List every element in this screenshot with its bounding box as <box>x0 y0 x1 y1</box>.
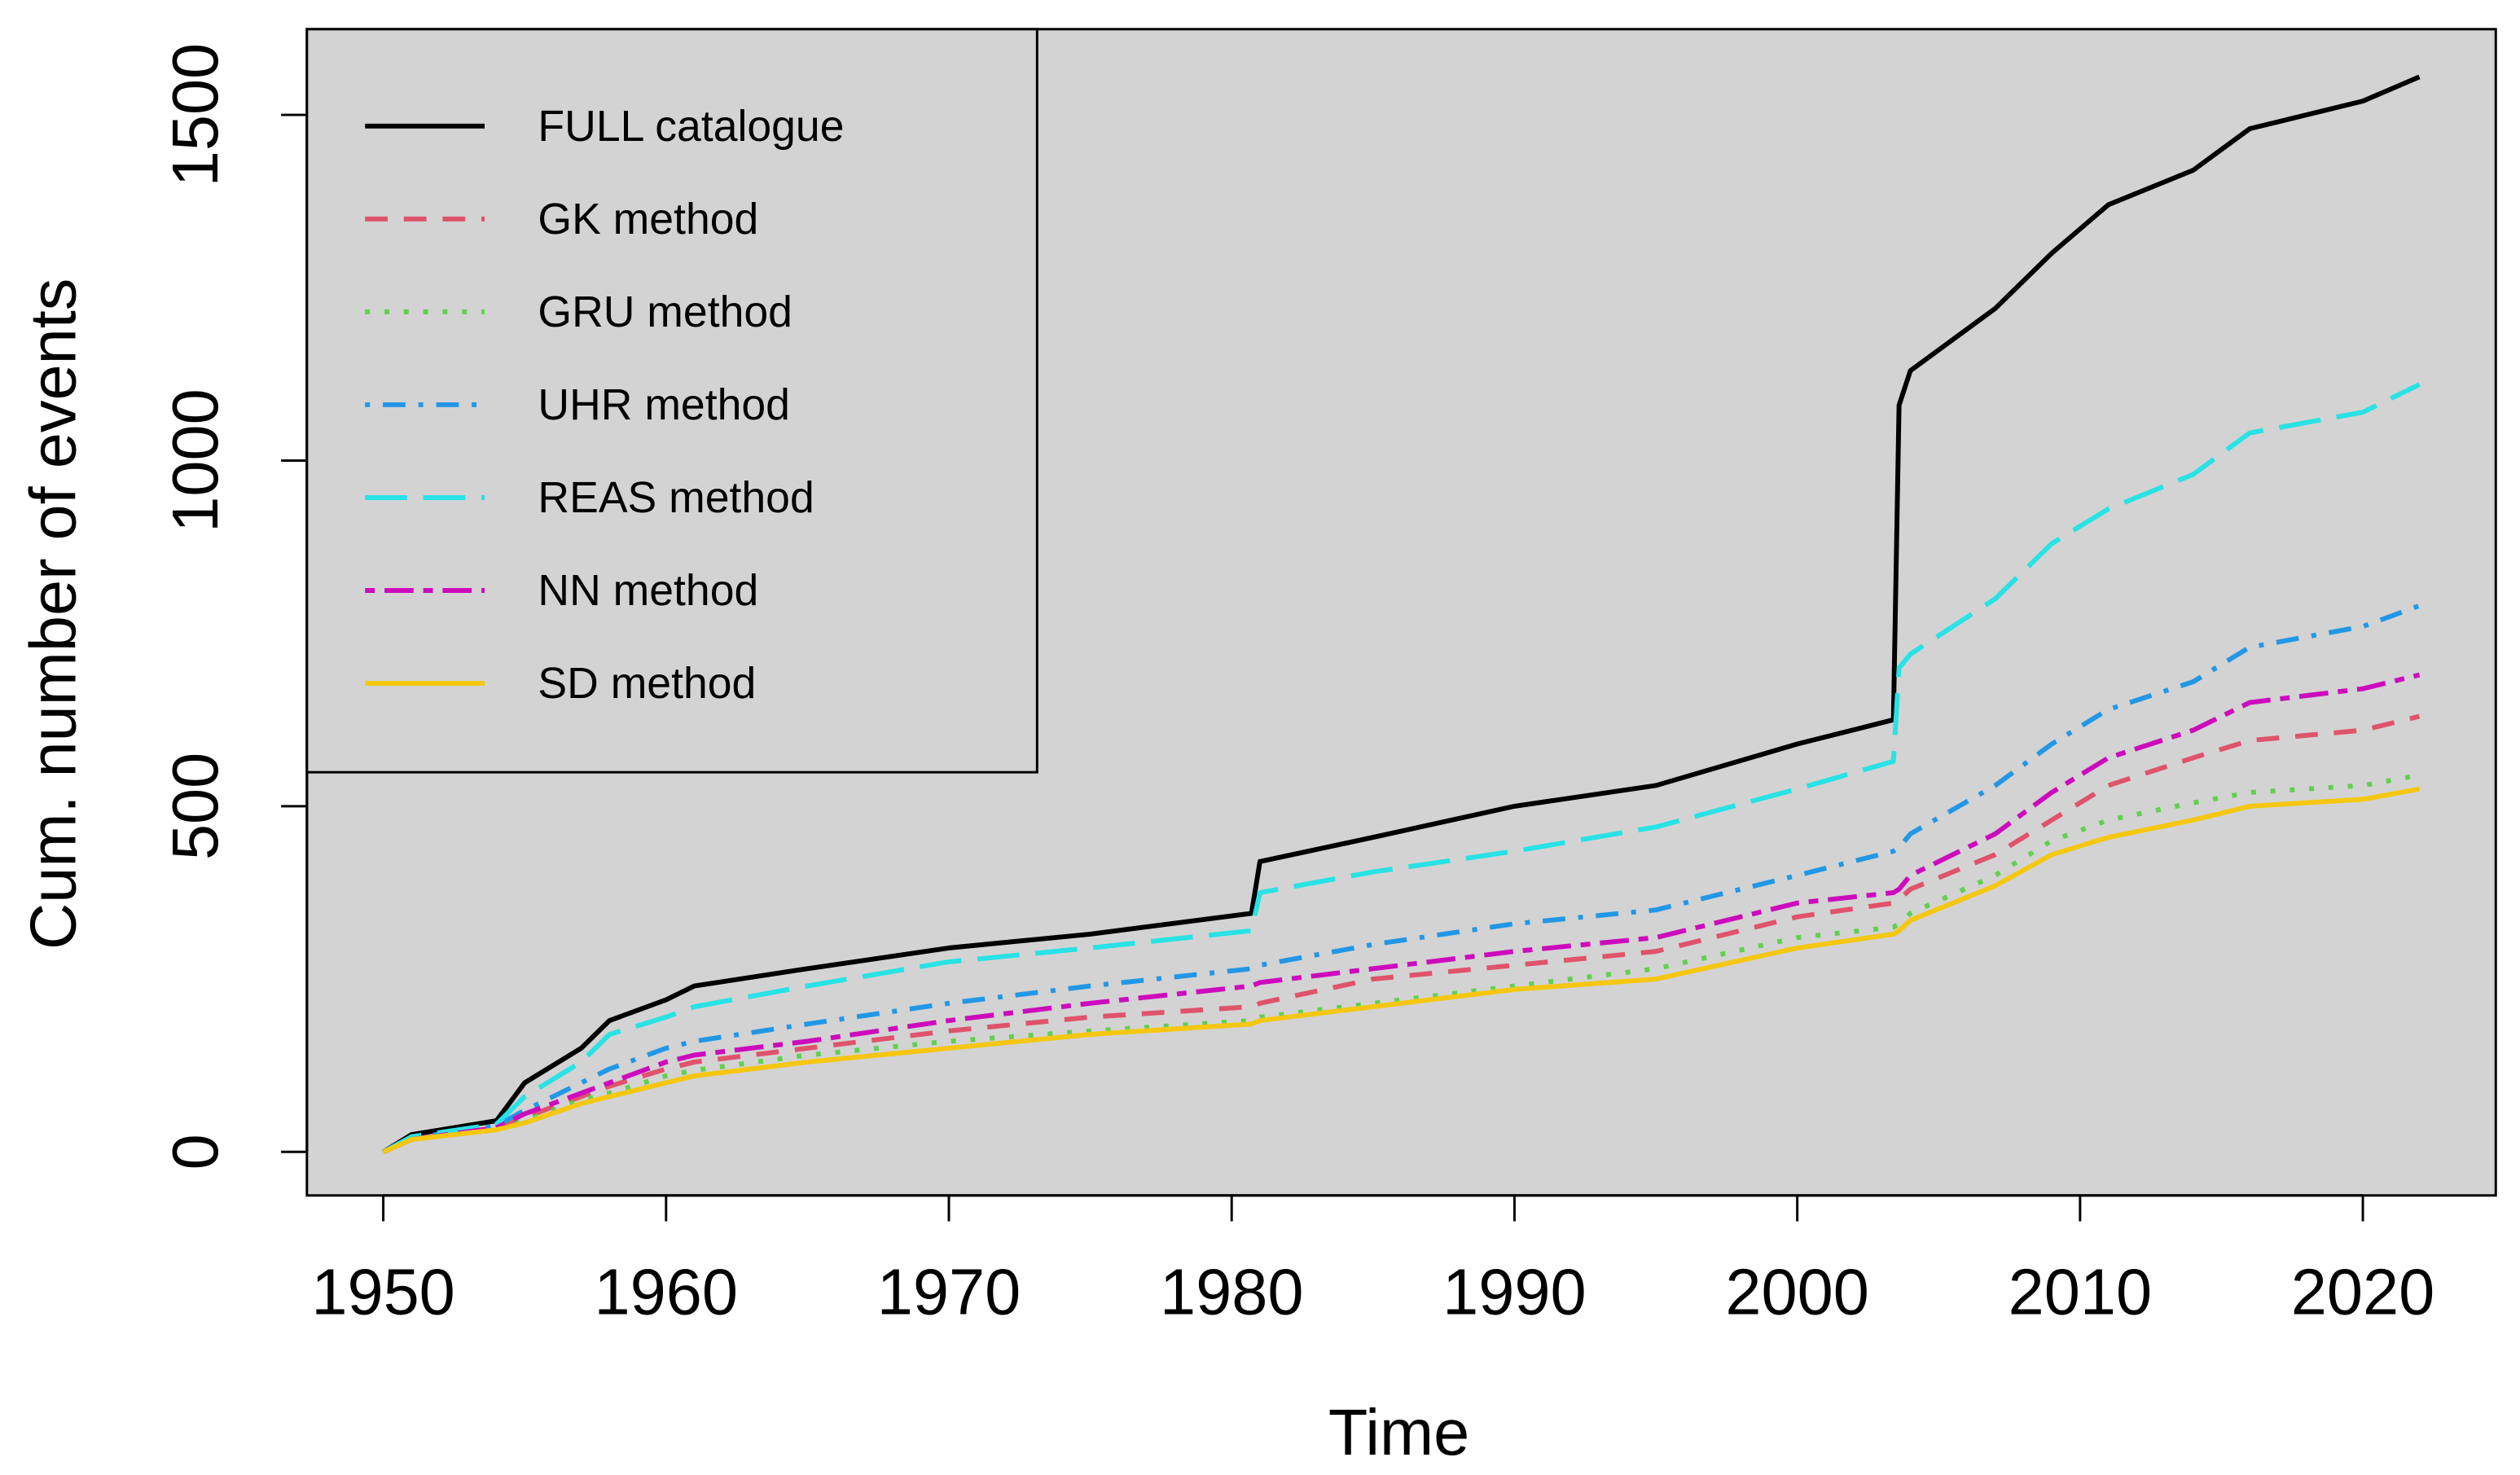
legend-label: GK method <box>538 195 758 244</box>
data-line <box>382 786 2421 1155</box>
y-axis-label: Cum. number of events <box>16 279 89 950</box>
legend-label: SD method <box>538 660 756 708</box>
data-line <box>382 74 2421 1154</box>
data-line <box>382 772 2421 1155</box>
x-tick-label: 2010 <box>2009 1256 2152 1328</box>
x-tick-label: 1990 <box>1442 1256 1586 1328</box>
y-tick-label: 0 <box>159 1134 231 1170</box>
legend-label: UHR method <box>538 381 790 429</box>
x-tick-label: 1960 <box>595 1256 738 1328</box>
data-line <box>382 672 2421 1155</box>
y-tick-label: 1500 <box>159 43 231 187</box>
y-tick-label: 500 <box>159 753 231 860</box>
x-axis-label: Time <box>1328 1396 1469 1468</box>
legend-label: REAS method <box>538 474 814 522</box>
data-line <box>382 713 2421 1155</box>
x-tick-label: 1980 <box>1160 1256 1303 1328</box>
x-tick-label: 2020 <box>2291 1256 2434 1328</box>
legend-label: FULL catalogue <box>538 103 844 151</box>
legend-label: GRU method <box>538 288 792 336</box>
legend: FULL catalogue GK method GRU method UHR met… <box>305 28 1038 774</box>
y-tick-label: 1000 <box>159 389 231 532</box>
x-tick-label: 1970 <box>877 1256 1021 1328</box>
legend-box <box>305 28 1038 774</box>
data-line <box>382 382 2421 1154</box>
x-tick-label: 1950 <box>311 1256 454 1328</box>
legend-label: NN method <box>538 567 758 615</box>
data-line <box>382 603 2421 1154</box>
x-tick-label: 2000 <box>1725 1256 1868 1328</box>
